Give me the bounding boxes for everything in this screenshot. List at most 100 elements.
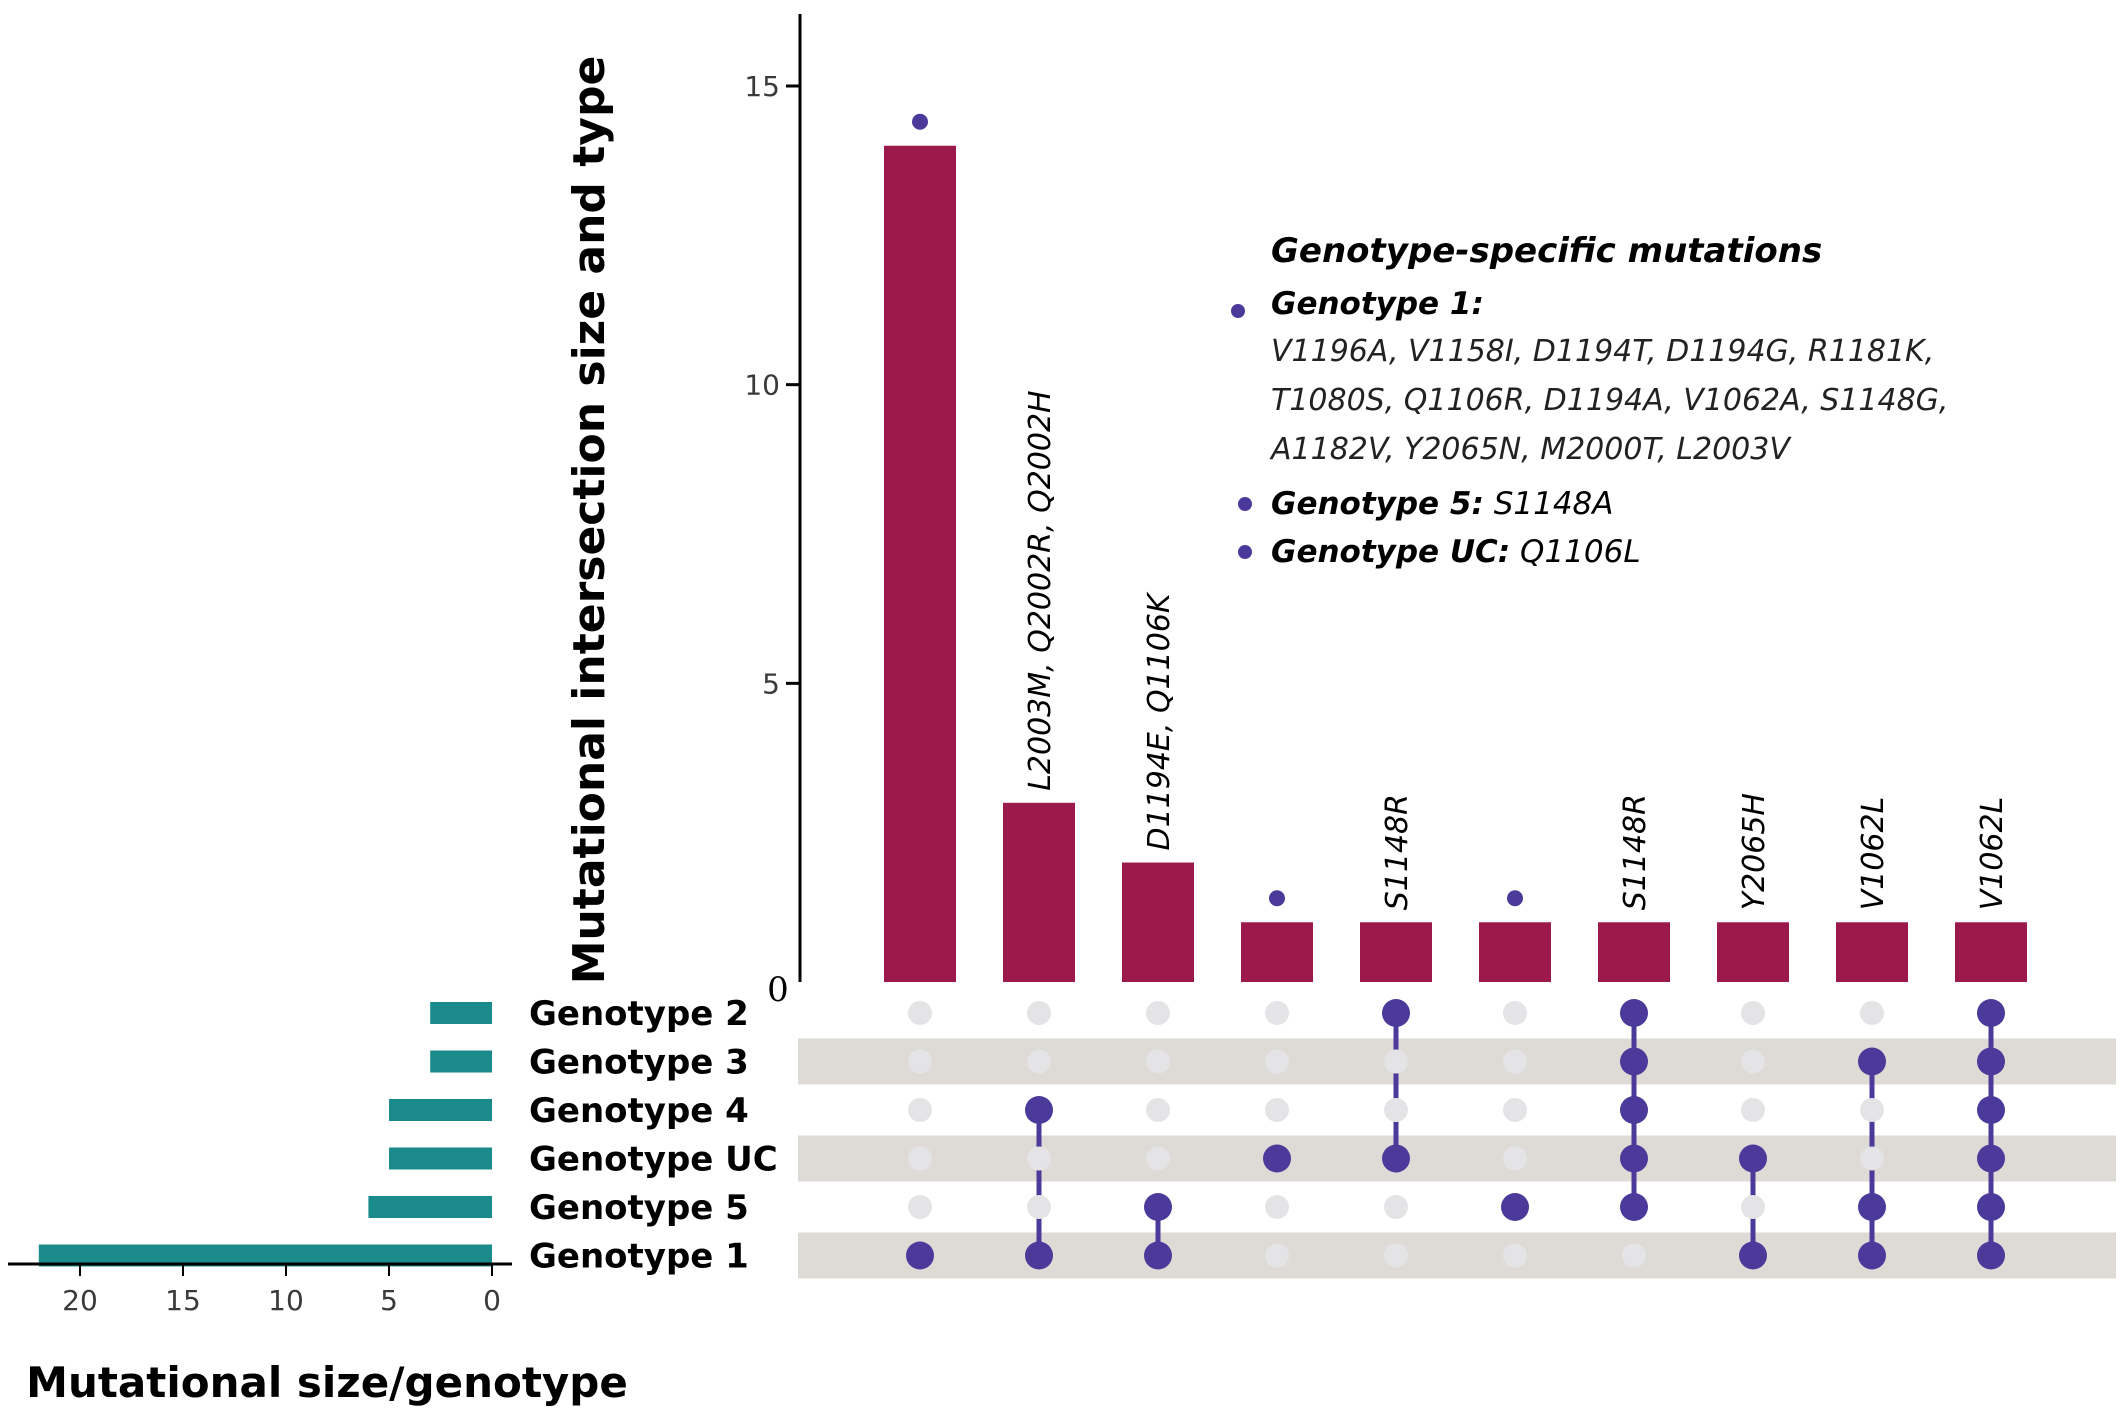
set-size-bar: [389, 1099, 492, 1121]
matrix-dot-inactive: [1027, 1049, 1051, 1074]
set-size-bar: [38, 1244, 493, 1267]
matrix-dot-active: [1263, 1144, 1291, 1173]
matrix-column: [1858, 1001, 1886, 1270]
matrix-dot-active: [1620, 1047, 1648, 1076]
bar-annotation-label: D1194E, Q1106K: [1142, 591, 1177, 850]
intersection-bar: [1955, 922, 2027, 982]
legend-entry-colon: :: [1498, 534, 1510, 570]
legend-entry-value: Q1106L: [1510, 534, 1640, 570]
matrix-dot-inactive: [1265, 1243, 1289, 1268]
intersection-bar: [1003, 802, 1075, 982]
matrix-dot-active: [1858, 1241, 1886, 1270]
matrix-dot-inactive: [908, 1195, 932, 1219]
y-tick-label: 5: [762, 667, 780, 700]
matrix-column: [1977, 999, 2005, 1270]
matrix-dot-inactive: [1146, 1146, 1170, 1171]
legend: Genotype-specific mutations Genotype 1: V…: [1231, 231, 1948, 570]
legend-entry: Genotype 5: S1148A: [1271, 486, 1614, 522]
matrix-dot-inactive: [1146, 1098, 1170, 1122]
matrix-dot-active: [1620, 1193, 1648, 1221]
matrix-dot-active: [906, 1241, 934, 1270]
matrix-dot-inactive: [1265, 1098, 1289, 1122]
matrix-dot-inactive: [1503, 1146, 1527, 1171]
legend-entry-line: V1196A, V1158I, D1194T, D1194G, R1181K,: [1271, 334, 1934, 369]
bar-annotation-label: V1062L: [1856, 797, 1891, 911]
matrix-dot-active: [1977, 1047, 2005, 1076]
intersection-bar: [1598, 922, 1670, 982]
set-label: Genotype 1: [529, 1237, 749, 1277]
matrix-dot-inactive: [1146, 1001, 1170, 1025]
set-size-axis: 20 15 10 5 0: [8, 1262, 512, 1317]
set-size-bars: [38, 1002, 493, 1267]
matrix-stripe: [798, 1038, 2116, 1085]
legend-entry: Genotype UC: Q1106L: [1271, 534, 1641, 570]
matrix-dot-active: [1977, 1193, 2005, 1221]
matrix-column: [1739, 1001, 1767, 1270]
intersection-bar: [1122, 862, 1194, 982]
legend-title: Genotype-specific mutations: [1271, 231, 1822, 271]
intersection-bar: [1479, 922, 1551, 982]
legend-entry-colon: :: [1471, 486, 1483, 522]
y-tick-label: 0: [767, 970, 789, 1010]
legend-entry-line: A1182V, Y2065N, M2000T, L2003V: [1269, 432, 1792, 467]
matrix-dot-inactive: [1146, 1049, 1170, 1074]
set-label: Genotype 2: [529, 994, 749, 1034]
matrix-dot-active: [1977, 1241, 2005, 1270]
specific-marker-dots: [912, 113, 1523, 907]
set-size-bar: [430, 1002, 492, 1024]
matrix-column: [1382, 999, 1410, 1268]
set-size-tick-label: 0: [483, 1284, 501, 1317]
matrix-dot-active: [1620, 1096, 1648, 1124]
set-label: Genotype 4: [529, 1091, 749, 1131]
legend-entry-head: Genotype 1:: [1271, 286, 1484, 322]
matrix-dot-active: [1858, 1047, 1886, 1076]
matrix-dot-inactive: [1265, 1049, 1289, 1074]
matrix-dot-inactive: [1741, 1001, 1765, 1025]
legend-dot: [1238, 545, 1252, 559]
set-label: Genotype UC: [529, 1140, 778, 1180]
legend-entry-value: S1148A: [1484, 486, 1614, 522]
legend-entry-head: Genotype 5: [1271, 486, 1471, 522]
matrix-dot-active: [1382, 1144, 1410, 1173]
matrix-dot-inactive: [1503, 1049, 1527, 1074]
set-size-bar: [389, 1147, 492, 1170]
intersection-bar: [1836, 922, 1908, 982]
set-size-bar: [430, 1050, 492, 1073]
matrix-dot-active: [1977, 1096, 2005, 1124]
set-label: Genotype 5: [529, 1188, 749, 1228]
matrix-dot-active: [1620, 1144, 1648, 1173]
matrix-dot-inactive: [1384, 1195, 1408, 1219]
matrix-dot-inactive: [1860, 1146, 1884, 1171]
matrix-dot-active: [1977, 999, 2005, 1027]
matrix-column: [1144, 1001, 1172, 1270]
matrix-dot-inactive: [1384, 1049, 1408, 1074]
matrix-dot-active: [1977, 1144, 2005, 1173]
matrix-dot-active: [1144, 1241, 1172, 1270]
matrix-dot-active: [1739, 1144, 1767, 1173]
matrix-dot-inactive: [1503, 1098, 1527, 1122]
bar-annotation-label: S1148R: [1380, 794, 1415, 910]
y-axis: 0 5 10 15: [744, 14, 802, 1010]
matrix-column: [1620, 999, 1648, 1268]
legend-entry-head: Genotype UC: [1271, 534, 1498, 570]
matrix-dot-inactive: [1384, 1098, 1408, 1122]
matrix-dot-inactive: [1265, 1001, 1289, 1025]
matrix-column: [1263, 1001, 1291, 1268]
matrix-dot-inactive: [1503, 1243, 1527, 1268]
bar-annotation-label: V1062L: [1975, 797, 2010, 911]
matrix-dot-inactive: [1860, 1001, 1884, 1025]
set-size-bar: [368, 1196, 492, 1218]
set-label: Genotype 3: [529, 1043, 749, 1083]
matrix-dot-active: [1025, 1241, 1053, 1270]
matrix-dot-active: [1501, 1193, 1529, 1221]
set-size-tick-label: 10: [268, 1284, 304, 1317]
matrix-column: [1025, 1001, 1053, 1270]
intersection-matrix: [906, 999, 2005, 1270]
bar-annotation-label: S1148R: [1618, 794, 1653, 910]
matrix-dot-inactive: [908, 1001, 932, 1025]
matrix-dot-inactive: [1384, 1243, 1408, 1268]
matrix-dot-active: [1858, 1193, 1886, 1221]
legend-dot: [1231, 304, 1245, 318]
bar-annotations: L2003M, Q2002R, Q2002H D1194E, Q1106K S114…: [1023, 390, 2010, 910]
